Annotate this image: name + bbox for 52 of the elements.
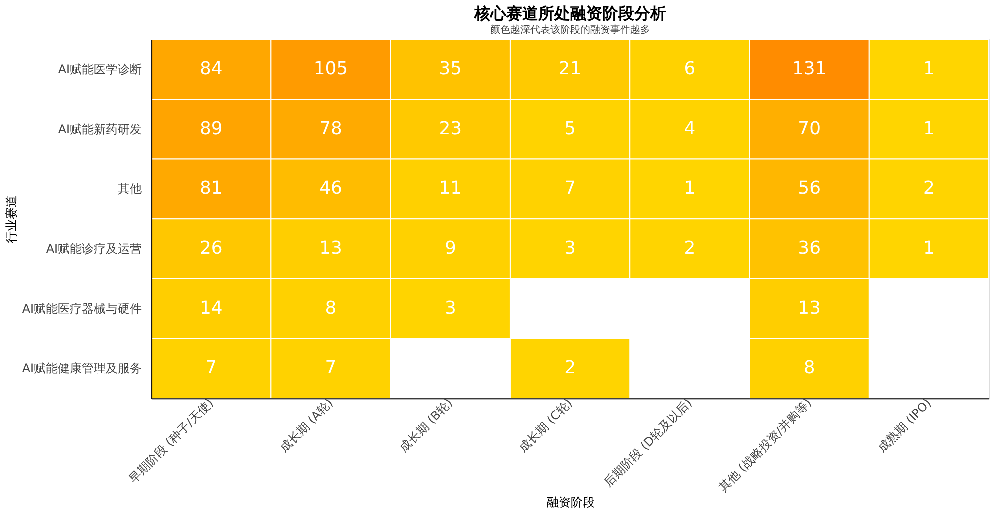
- data-label: 84: [200, 58, 223, 80]
- x-tick-label: 成长期 (A轮): [277, 396, 336, 456]
- data-label: 13: [320, 238, 342, 260]
- data-label: 13: [798, 298, 821, 319]
- chart-title: 核心赛道所处融资阶段分析: [473, 4, 666, 24]
- data-label: 4: [684, 118, 696, 140]
- data-label: 26: [200, 238, 223, 260]
- data-label: 105: [314, 58, 348, 80]
- data-label: 7: [564, 178, 576, 200]
- data-label: 70: [798, 118, 821, 140]
- data-label: 5: [564, 118, 576, 140]
- data-label: 36: [798, 238, 821, 260]
- data-label: 1: [924, 238, 935, 260]
- data-label: 11: [439, 178, 462, 200]
- y-tick-label: AI赋能医学诊断: [58, 62, 142, 77]
- data-label: 8: [804, 358, 816, 379]
- y-tick-label: AI赋能健康管理及服务: [22, 362, 142, 376]
- data-label: 35: [439, 58, 462, 80]
- data-label: 131: [792, 58, 827, 80]
- data-label: 2: [684, 238, 696, 260]
- y-tick-label: AI赋能新药研发: [58, 122, 142, 136]
- x-tick-label: 成长期 (C轮): [516, 396, 576, 456]
- data-label: 21: [558, 58, 582, 80]
- y-axis-title: 行业赛道: [4, 196, 19, 244]
- data-label: 81: [200, 178, 223, 200]
- data-label: 23: [439, 118, 462, 140]
- data-label: 14: [200, 298, 223, 319]
- data-label: 89: [200, 118, 223, 140]
- data-label: 2: [564, 358, 576, 379]
- data-label: 8: [325, 298, 337, 319]
- x-tick-label: 其他 (战略投资/并购等): [716, 396, 815, 495]
- data-label: 1: [924, 58, 935, 80]
- x-tick-label: 早期阶段 (种子/天使): [126, 396, 216, 486]
- data-label: 56: [798, 178, 821, 200]
- y-tick-label: 其他: [118, 182, 142, 196]
- data-label: 7: [325, 358, 337, 379]
- data-label: 9: [444, 238, 456, 260]
- y-tick-label: AI赋能医疗器械与硬件: [22, 302, 142, 316]
- data-label: 3: [444, 298, 456, 319]
- data-label: 6: [684, 58, 696, 80]
- data-label: 46: [320, 178, 342, 200]
- data-label: 1: [924, 118, 935, 140]
- data-label: 1: [684, 178, 696, 200]
- x-axis-title: 融资阶段: [546, 496, 595, 510]
- y-tick-label: AI赋能诊疗及运营: [46, 242, 142, 256]
- x-tick-label: 成长期 (B轮): [396, 396, 456, 456]
- data-label: 2: [924, 178, 935, 200]
- data-label: 3: [564, 238, 576, 260]
- x-tick-label: 后期阶段 (D轮及以后): [601, 396, 695, 490]
- data-label: 7: [206, 358, 218, 379]
- chart-subtitle: 颜色越深代表该阶段的融资事件越多: [490, 24, 650, 36]
- data-label: 78: [320, 118, 342, 140]
